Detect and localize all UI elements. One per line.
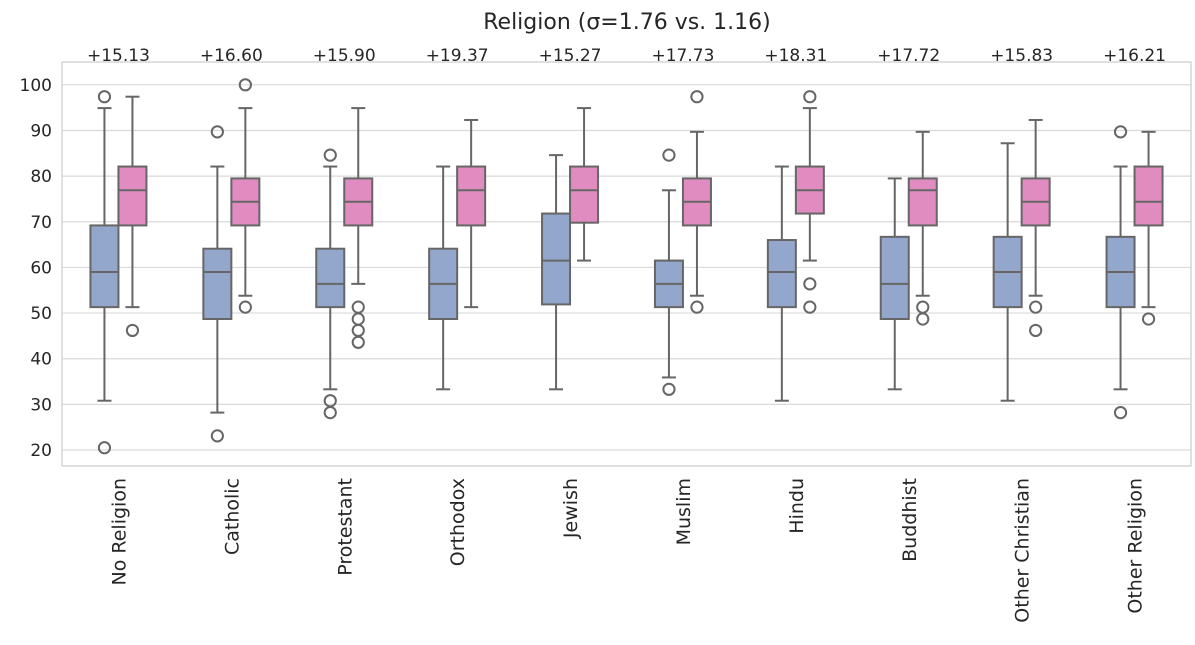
x-tick-label: Hindu [786, 478, 808, 534]
difference-label: +19.37 [426, 46, 489, 66]
x-tick-label: No Religion [108, 478, 130, 585]
y-tick-label: 70 [30, 213, 52, 233]
series-a-box [541, 212, 572, 306]
series-b-outlier [238, 300, 252, 314]
series-b-outlier [690, 300, 704, 314]
plot-frame [61, 61, 1192, 467]
series-b-outlier [351, 312, 365, 326]
x-tick-label: Orthodox [447, 478, 469, 566]
series-b-outlier [690, 90, 704, 104]
series-a-outlier [662, 148, 676, 162]
box-group [541, 107, 600, 391]
y-tick-label: 60 [30, 258, 52, 278]
series-b-outlier [351, 335, 365, 349]
y-tick-label: 50 [30, 304, 52, 324]
series-a-outlier [210, 429, 224, 443]
series-a-box [202, 247, 233, 321]
series-a-box [89, 224, 120, 309]
y-tick-label: 80 [30, 167, 52, 187]
difference-label: +17.72 [877, 46, 940, 66]
series-b-outlier [803, 277, 817, 291]
series-b-box [569, 165, 600, 224]
y-tick-label: 40 [30, 350, 52, 370]
series-a-outlier [97, 441, 112, 455]
chart-title: Religion (σ=1.76 vs. 1.16) [483, 10, 771, 35]
difference-label: +18.31 [764, 46, 827, 66]
series-b-outlier [916, 300, 930, 314]
x-tick-label: Jewish [560, 478, 582, 539]
series-a-box [315, 247, 346, 309]
series-b-outlier [1029, 323, 1043, 338]
box-group [1105, 125, 1164, 420]
x-tick-label: Other Christian [1012, 478, 1034, 623]
y-tick-label: 20 [30, 441, 52, 461]
series-b-outlier [1141, 312, 1156, 326]
y-tick-label: 100 [20, 76, 52, 96]
box-group [202, 78, 261, 443]
series-a-outlier [210, 125, 224, 139]
difference-label: +15.83 [990, 46, 1053, 66]
series-a-outlier [662, 382, 676, 396]
series-b-outlier [351, 323, 365, 338]
difference-label: +16.60 [200, 46, 263, 66]
series-b-box [117, 165, 148, 227]
difference-label: +15.13 [87, 46, 150, 66]
series-b-outlier [1029, 300, 1043, 314]
y-axis: 20 30 40 50 60 70 80 90 100 [20, 76, 52, 461]
x-tick-label: Buddhist [899, 478, 921, 562]
series-a-outlier [97, 90, 112, 104]
x-tick-label: Muslim [673, 478, 695, 545]
series-a-outlier [1113, 125, 1128, 139]
series-a-outlier [323, 148, 337, 162]
box-group [428, 118, 487, 391]
series-b-outlier [803, 90, 817, 104]
series-a-outlier [323, 405, 337, 420]
difference-label: +15.27 [539, 46, 602, 66]
x-tick-label: Other Religion [1125, 478, 1147, 614]
series-b-outlier [916, 312, 930, 326]
box-group [315, 107, 374, 420]
x-axis: No Religion Catholic Protestant Orthodox Jew… [108, 478, 1146, 623]
difference-labels: +15.13 +16.60 +15.90 +19.37 +15.27 +17.73 +18.… [87, 46, 1166, 66]
x-tick-label: Catholic [221, 478, 243, 555]
series-b-outlier [125, 323, 140, 338]
series-a-box [879, 235, 910, 321]
box-group [653, 90, 712, 396]
difference-label: +16.21 [1103, 46, 1166, 66]
y-tick-label: 30 [30, 395, 52, 415]
box-group [89, 90, 148, 455]
series-a-outlier [1113, 405, 1128, 420]
box-groups [89, 78, 1164, 455]
series-b-box [907, 177, 938, 227]
box-group [992, 118, 1051, 402]
box-group [879, 130, 938, 391]
series-b-box [1133, 165, 1164, 227]
y-tick-label: 90 [30, 121, 52, 141]
box-group [766, 90, 825, 402]
series-b-outlier [238, 78, 252, 92]
series-a-box [766, 239, 797, 309]
difference-label: +15.90 [313, 46, 376, 66]
series-b-outlier [803, 300, 817, 314]
x-tick-label: Protestant [334, 478, 356, 576]
series-b-outlier [351, 300, 365, 314]
series-b-box [456, 165, 487, 227]
difference-label: +17.73 [651, 46, 714, 66]
